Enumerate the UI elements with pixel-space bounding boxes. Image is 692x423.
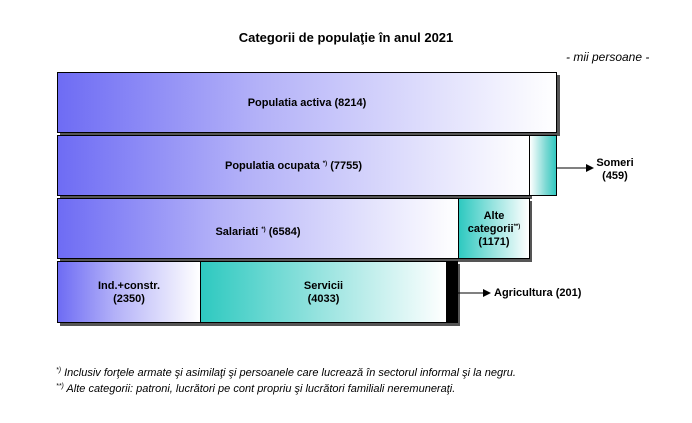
bar-salariati <box>57 198 459 259</box>
label-alte-categorii: Alte categorii**) (1171) <box>458 210 530 249</box>
label-someri-line1: Someri <box>596 157 634 169</box>
label-populatia-activa: Populatia activa (8214) <box>57 97 557 110</box>
label-ind-line2: (2350) <box>113 293 145 305</box>
label-someri: Someri (459) <box>590 157 640 183</box>
footnote-1-mark: *) <box>56 367 62 374</box>
label-salariati-mark: *) <box>261 227 266 233</box>
label-ind-constr: Ind.+constr. (2350) <box>57 280 201 306</box>
bar-servicii <box>200 261 447 323</box>
arrow-agricultura-head <box>483 289 491 297</box>
label-alte-line1: Alte <box>483 210 505 222</box>
bar-agricultura <box>446 261 458 323</box>
label-servicii: Servicii (4033) <box>200 280 447 306</box>
label-salariati-text: Salariati <box>215 226 259 238</box>
label-servicii-line2: (4033) <box>307 293 340 305</box>
bar-populatia-activa <box>57 72 557 133</box>
label-alte-line2: categorii <box>467 223 514 235</box>
bar-populatia-ocupata <box>57 135 530 196</box>
label-alte-mark: **) <box>513 224 521 230</box>
label-salariati: Salariati *) (6584) <box>57 226 459 239</box>
label-agricultura-text: Agricultura (201) <box>494 287 582 299</box>
footnote-2-mark: **) <box>56 383 64 390</box>
footnote-1: *) Inclusiv forţele armate şi asimilaţi … <box>56 367 516 379</box>
footnote-2-text: Alte categorii: patroni, lucrători pe co… <box>63 383 456 395</box>
unit-note: - mii persoane - <box>566 50 650 64</box>
label-agricultura: Agricultura (201) <box>494 287 581 300</box>
label-populatia-ocupata-text: Populatia ocupata <box>224 160 320 172</box>
label-servicii-line1: Servicii <box>303 280 344 292</box>
footnote-1-text: Inclusiv forţele armate şi asimilaţi şi … <box>61 367 516 379</box>
label-ind-line1: Ind.+constr. <box>97 280 161 292</box>
label-populatia-activa-text: Populatia activa (8214) <box>247 97 367 109</box>
label-someri-line2: (459) <box>602 170 628 182</box>
bar-someri <box>529 135 557 196</box>
label-alte-line3: (1171) <box>478 236 510 248</box>
label-salariati-value: (6584) <box>268 226 301 238</box>
chart-title: Categorii de populaţie în anul 2021 <box>238 30 454 45</box>
label-populatia-ocupata: Populatia ocupata *) (7755) <box>57 160 530 173</box>
arrow-someri-head <box>586 164 594 172</box>
footnote-2: **) Alte categorii: patroni, lucrători p… <box>56 383 455 395</box>
label-populatia-ocupata-mark: *) <box>322 161 328 167</box>
bar-ind-constr <box>57 261 201 323</box>
label-populatia-ocupata-value: (7755) <box>330 160 362 172</box>
bar-alte-categorii <box>458 198 530 259</box>
